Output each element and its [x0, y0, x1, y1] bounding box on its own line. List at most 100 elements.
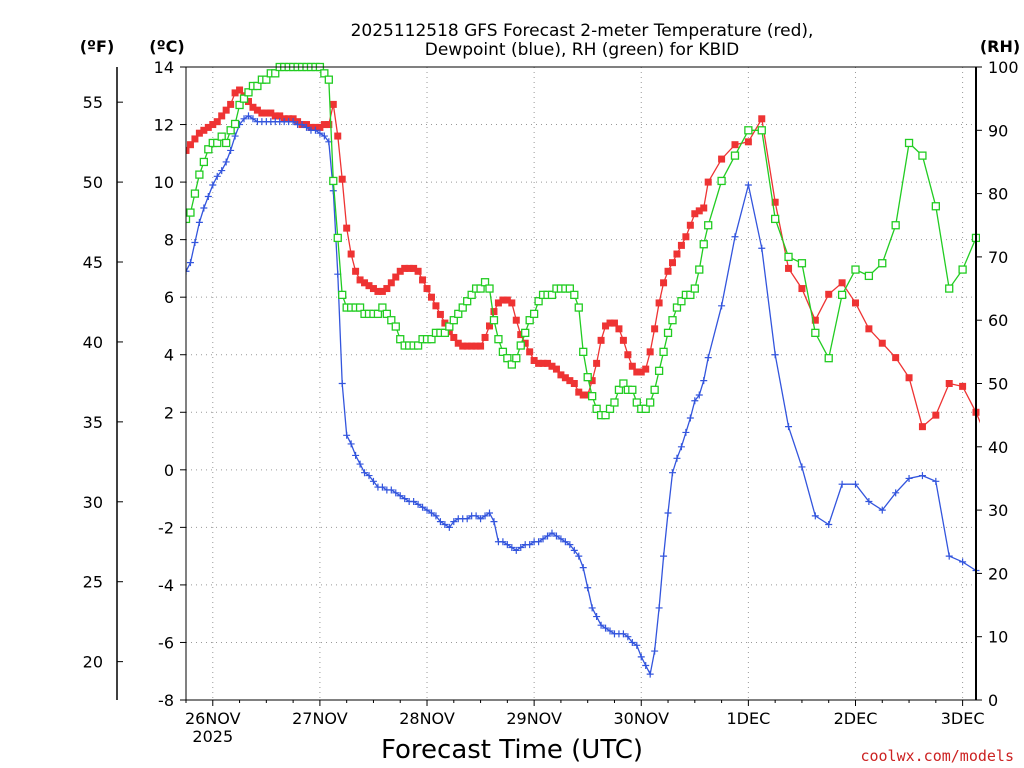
rh-point — [449, 316, 458, 325]
dewpoint-point — [686, 414, 694, 422]
rh-point — [891, 221, 900, 230]
celsius-tick-label: 10 — [154, 173, 174, 192]
temperature-point — [209, 121, 217, 129]
dewpoint-point — [785, 423, 793, 431]
rh-point — [516, 341, 525, 350]
temperature-point — [481, 333, 489, 341]
rh-point — [918, 151, 927, 160]
rh-point — [592, 404, 601, 413]
rh-point — [771, 214, 780, 224]
fahrenheit-tick-label: 45 — [83, 253, 103, 272]
dewpoint-point — [463, 515, 471, 523]
temperature-point — [932, 411, 940, 419]
dewpoint-point — [838, 480, 846, 488]
temperature-point — [521, 339, 529, 347]
rh-point — [945, 284, 954, 293]
rh-tick-label: 40 — [988, 438, 1008, 457]
temperature-point — [258, 109, 266, 117]
rh-point — [230, 119, 240, 129]
dewpoint-point — [222, 158, 230, 166]
x-tick-label: 2DEC — [834, 709, 878, 728]
temperature-point — [267, 109, 275, 117]
rh-point — [204, 145, 213, 154]
temperature-point — [624, 351, 632, 359]
temperature-point — [343, 224, 351, 232]
dewpoint-point — [481, 512, 489, 520]
dewpoint-point — [593, 613, 601, 621]
temperature-point — [472, 342, 480, 350]
dewpoint-point — [204, 192, 212, 200]
rh-point — [391, 322, 400, 331]
credit-link[interactable]: coolwx.com/models — [860, 747, 1014, 765]
temperature-point — [668, 259, 676, 267]
temperature-point — [673, 250, 681, 258]
temperature-point — [646, 348, 654, 356]
dewpoint-point — [771, 351, 779, 359]
rh-point — [467, 290, 476, 300]
rh-point — [235, 100, 244, 110]
temperature-point — [490, 308, 498, 316]
temperature-point — [798, 285, 806, 293]
temperature-point — [677, 241, 685, 249]
rh-point — [958, 265, 967, 274]
dewpoint-point — [932, 477, 940, 485]
dewpoint-point — [387, 486, 395, 494]
temperature-point — [463, 342, 471, 350]
rh-point — [494, 335, 503, 344]
dewpoint-point — [396, 492, 404, 500]
rh-point — [529, 309, 539, 319]
dewpoint-point — [851, 480, 859, 488]
dewpoint-point — [959, 558, 967, 566]
dewpoint-point — [441, 520, 449, 528]
dewpoint-point — [244, 112, 252, 120]
dewpoint-point — [432, 512, 440, 520]
temperature-point — [959, 382, 967, 390]
rh-point — [512, 354, 521, 363]
rh-point — [355, 303, 365, 312]
rh-point — [217, 132, 226, 141]
rh-point — [784, 252, 793, 262]
dewpoint-point — [624, 633, 632, 641]
temperature-point — [383, 285, 391, 293]
temperature-point — [682, 233, 690, 241]
temperature-point — [718, 155, 726, 163]
temperature-point — [347, 250, 355, 258]
dewpoint-point — [231, 132, 239, 140]
dewpoint-point — [704, 354, 712, 362]
dewpoint-point — [825, 520, 833, 528]
temperature-point — [414, 267, 422, 275]
temperature-point — [427, 293, 435, 301]
rh-point — [579, 347, 588, 357]
dewpoint-point — [378, 483, 386, 491]
temperature-point — [419, 276, 427, 284]
dewpoint-point — [579, 564, 587, 572]
temperature-point — [503, 296, 511, 304]
temperature-point — [557, 371, 565, 379]
rh-point — [654, 366, 664, 375]
dewpoint-point — [392, 489, 400, 497]
rh-point — [824, 354, 833, 363]
temperature-point — [905, 374, 913, 382]
dewpoint-point — [240, 115, 248, 123]
temperature-point — [785, 264, 793, 272]
dewpoint-point — [584, 584, 592, 592]
temperature-point — [227, 100, 235, 108]
temperature-point — [231, 89, 239, 97]
rh-point — [677, 297, 686, 306]
dewpoint-point — [401, 495, 409, 503]
temperature-point — [517, 331, 525, 339]
temperature-point — [758, 115, 766, 123]
temperature-point — [450, 333, 458, 341]
dewpoint-point — [918, 472, 926, 480]
dewpoint-point — [700, 377, 708, 385]
temperature-point — [494, 299, 502, 307]
dewpoint-point — [369, 477, 377, 485]
temperature-point — [602, 322, 610, 330]
rh-point — [226, 126, 235, 135]
celsius-tick-label: -6 — [158, 633, 174, 652]
data-series — [186, 62, 980, 678]
rh-point — [632, 398, 641, 407]
rh-point — [222, 138, 231, 148]
dewpoint-point — [878, 506, 886, 514]
dewpoint-point — [668, 469, 676, 477]
